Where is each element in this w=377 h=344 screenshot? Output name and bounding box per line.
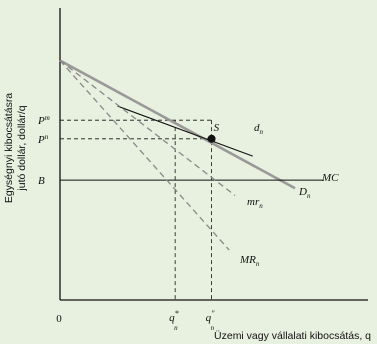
equilibrium-point (207, 134, 216, 143)
series-label-mr: mrn (247, 196, 263, 210)
series-label-d: Dn (298, 186, 311, 200)
y-tick-pm: Pm (37, 114, 50, 127)
series-label-d: dn (254, 122, 264, 136)
x-axis-title: Üzemi vagy vállalati kibocsátás, q (214, 330, 371, 342)
series-label-mr: MRn (239, 254, 260, 268)
y-tick-pn: Pn (37, 133, 49, 146)
series-label-mc: MC (321, 172, 339, 184)
x-tick-qn: q″ (206, 309, 216, 324)
point-s-label: S (214, 122, 220, 134)
x-tick-qstar: q* (169, 309, 179, 324)
x-tick-qstar-sub: n (174, 324, 178, 332)
x-tick-qn-sub: n (211, 324, 215, 332)
curve-d (59, 59, 296, 190)
y-axis-title-line2: jutó dollár, dollár/q (16, 105, 28, 191)
y-tick-b: B (38, 175, 45, 187)
curve-mr (59, 60, 230, 251)
curve-mr (59, 59, 236, 197)
y-axis-title-line1: Egységnyi kibocsátásra (3, 93, 15, 203)
origin-label: 0 (56, 313, 62, 325)
curve-d (117, 105, 253, 157)
